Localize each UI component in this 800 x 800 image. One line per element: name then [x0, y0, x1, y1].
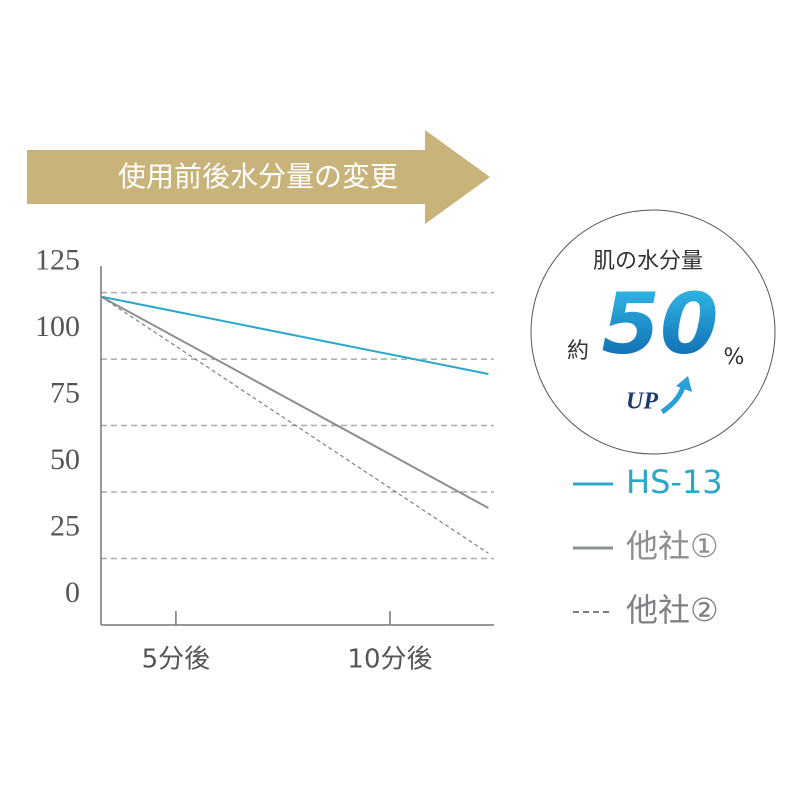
badge-number: 50 [602, 275, 719, 373]
badge-prefix: 約 [567, 339, 589, 364]
series-line [100, 295, 489, 509]
y-tick-label: 75 [50, 376, 80, 409]
x-tick-label: 10分後 [347, 645, 432, 675]
y-tick-label: 50 [50, 443, 80, 476]
legend-label: 他社① [626, 527, 719, 565]
badge-label: 肌の水分量 [593, 249, 703, 274]
badge-circle [530, 209, 776, 455]
series-line [100, 295, 489, 375]
legend-label: HS-13 [626, 463, 723, 501]
y-tick-label: 25 [50, 509, 80, 542]
y-tick-label: 125 [35, 243, 80, 276]
badge-arrow-head [676, 376, 692, 392]
y-tick-label: 0 [65, 576, 80, 609]
title-banner [27, 130, 490, 224]
badge-unit: % [724, 345, 745, 370]
chart-title: 使用前後水分量の変更 [118, 160, 398, 193]
series-line [100, 296, 489, 554]
x-tick-label: 5分後 [142, 645, 211, 675]
y-tick-label: 100 [35, 310, 80, 343]
badge-suffix: UP [626, 389, 658, 415]
legend-label: 他社② [626, 591, 719, 629]
